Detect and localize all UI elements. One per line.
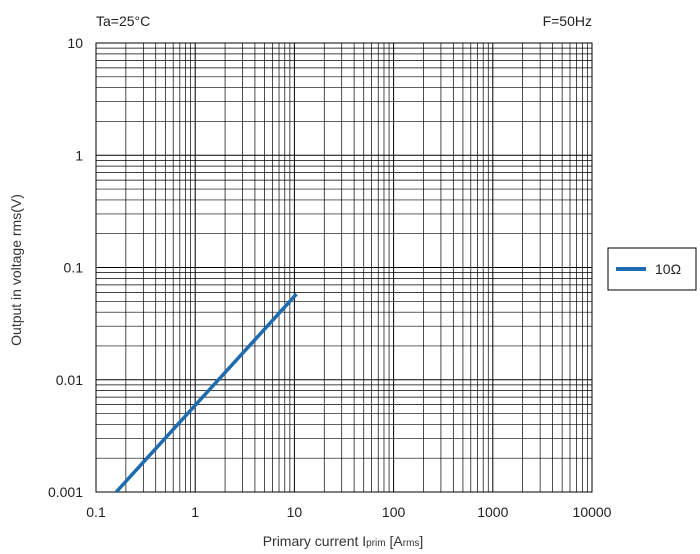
x-axis-label-close: ] xyxy=(419,533,423,549)
legend: 10Ω xyxy=(607,247,697,291)
condition-temperature: Ta=25°C xyxy=(96,13,150,29)
x-tick-label: 1000 xyxy=(477,504,508,520)
plot-border xyxy=(95,42,593,493)
x-axis-label-open: [A xyxy=(386,533,404,549)
x-tick-label: 10000 xyxy=(573,504,612,520)
y-axis-label: Output in voltage rms(V) xyxy=(8,194,24,346)
x-tick-labels: 0.1 1 10 100 1000 10000 xyxy=(86,504,611,520)
series-line xyxy=(114,292,298,494)
condition-frequency: F=50Hz xyxy=(543,13,592,29)
series-layer xyxy=(114,292,298,494)
x-axis-label-unit-sub: rms xyxy=(403,538,420,549)
x-tick-label: 100 xyxy=(382,504,406,520)
grid xyxy=(95,43,592,493)
x-tick-label: 1 xyxy=(191,504,199,520)
y-tick-label: 10 xyxy=(67,35,83,51)
y-tick-label: 1 xyxy=(75,147,83,163)
x-axis-label-main: Primary current I xyxy=(263,533,366,549)
y-tick-label: 0.001 xyxy=(48,484,83,500)
y-tick-label: 0.01 xyxy=(56,372,83,388)
x-axis-label-sub: prim xyxy=(366,538,385,549)
legend-label: 10Ω xyxy=(655,261,681,277)
y-tick-labels: 0.001 0.01 0.1 1 10 xyxy=(48,35,83,500)
x-tick-label: 0.1 xyxy=(86,504,106,520)
x-tick-label: 10 xyxy=(287,504,303,520)
y-tick-label: 0.1 xyxy=(64,260,84,276)
x-axis-label: Primary current Iprim [Arms] xyxy=(263,533,424,549)
